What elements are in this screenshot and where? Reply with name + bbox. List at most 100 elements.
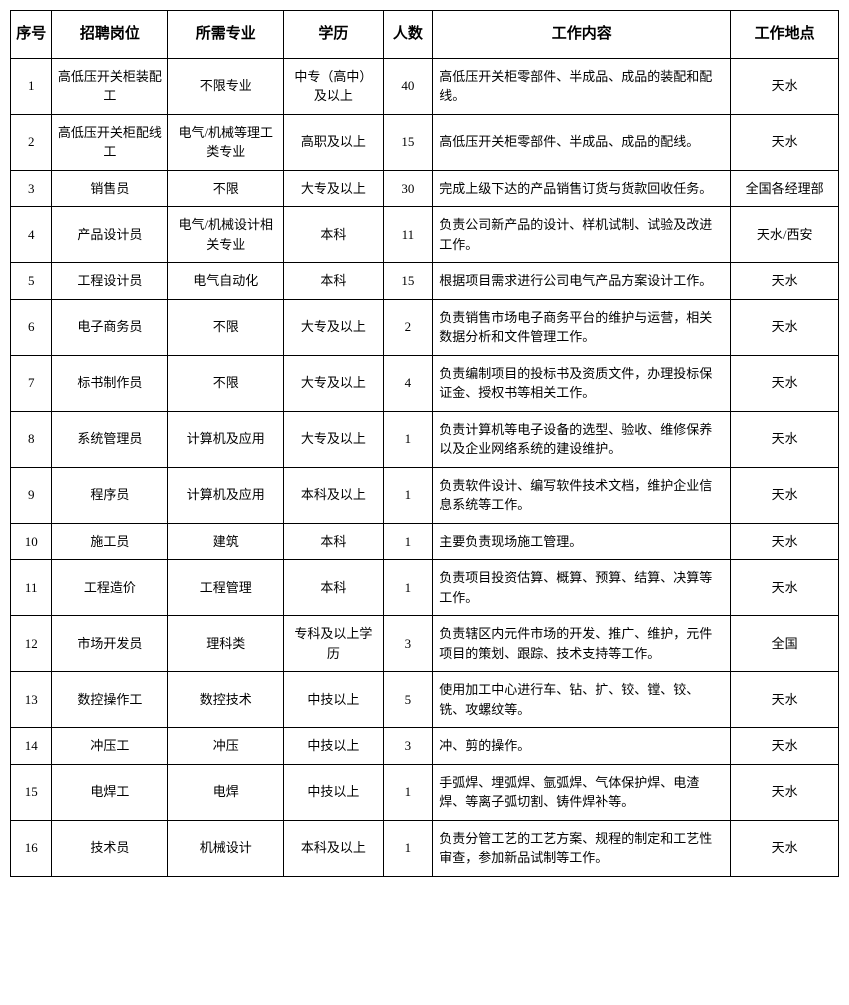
cell-education: 本科 [284,560,383,616]
cell-education: 高职及以上 [284,114,383,170]
header-index: 序号 [11,11,52,59]
cell-major: 数控技术 [168,672,284,728]
cell-position: 系统管理员 [52,411,168,467]
cell-count: 2 [383,299,433,355]
cell-content: 完成上级下达的产品销售订货与货款回收任务。 [433,170,731,207]
cell-count: 15 [383,114,433,170]
cell-education: 本科 [284,263,383,300]
cell-index: 12 [11,616,52,672]
table-body: 1高低压开关柜装配工不限专业中专（高中）及以上40高低压开关柜零部件、半成品、成… [11,58,839,876]
cell-location: 天水 [731,114,839,170]
cell-major: 电气自动化 [168,263,284,300]
cell-position: 施工员 [52,523,168,560]
cell-major: 计算机及应用 [168,411,284,467]
cell-major: 电焊 [168,764,284,820]
cell-position: 高低压开关柜装配工 [52,58,168,114]
cell-content: 使用加工中心进行车、钻、扩、铰、镗、铰、铣、攻螺纹等。 [433,672,731,728]
cell-location: 天水 [731,728,839,765]
cell-position: 工程设计员 [52,263,168,300]
cell-content: 负责销售市场电子商务平台的维护与运营，相关数据分析和文件管理工作。 [433,299,731,355]
cell-index: 4 [11,207,52,263]
cell-education: 中技以上 [284,764,383,820]
header-location: 工作地点 [731,11,839,59]
cell-location: 全国 [731,616,839,672]
cell-index: 11 [11,560,52,616]
cell-count: 15 [383,263,433,300]
cell-education: 大专及以上 [284,170,383,207]
cell-count: 4 [383,355,433,411]
table-row: 6电子商务员不限大专及以上2负责销售市场电子商务平台的维护与运营，相关数据分析和… [11,299,839,355]
table-row: 11工程造价工程管理本科1负责项目投资估算、概算、预算、结算、决算等工作。天水 [11,560,839,616]
cell-count: 3 [383,616,433,672]
cell-index: 9 [11,467,52,523]
cell-location: 天水 [731,672,839,728]
cell-content: 冲、剪的操作。 [433,728,731,765]
table-row: 13数控操作工数控技术中技以上5使用加工中心进行车、钻、扩、铰、镗、铰、铣、攻螺… [11,672,839,728]
header-major: 所需专业 [168,11,284,59]
cell-location: 天水 [731,58,839,114]
cell-major: 不限 [168,355,284,411]
cell-education: 中专（高中）及以上 [284,58,383,114]
table-row: 12市场开发员理科类专科及以上学历3负责辖区内元件市场的开发、推广、维护，元件项… [11,616,839,672]
header-position: 招聘岗位 [52,11,168,59]
cell-content: 手弧焊、埋弧焊、氩弧焊、气体保护焊、电渣焊、等离子弧切割、铸件焊补等。 [433,764,731,820]
table-row: 2高低压开关柜配线工电气/机械等理工类专业高职及以上15高低压开关柜零部件、半成… [11,114,839,170]
cell-location: 天水 [731,467,839,523]
cell-major: 机械设计 [168,820,284,876]
cell-location: 天水 [731,411,839,467]
cell-position: 电焊工 [52,764,168,820]
cell-location: 天水 [731,523,839,560]
header-education: 学历 [284,11,383,59]
cell-location: 天水 [731,355,839,411]
cell-location: 天水 [731,299,839,355]
recruitment-table: 序号招聘岗位所需专业学历人数工作内容工作地点 1高低压开关柜装配工不限专业中专（… [10,10,839,877]
cell-education: 本科及以上 [284,467,383,523]
table-row: 15电焊工电焊中技以上1手弧焊、埋弧焊、氩弧焊、气体保护焊、电渣焊、等离子弧切割… [11,764,839,820]
table-row: 8系统管理员计算机及应用大专及以上1负责计算机等电子设备的选型、验收、维修保养以… [11,411,839,467]
cell-major: 建筑 [168,523,284,560]
cell-position: 高低压开关柜配线工 [52,114,168,170]
cell-major: 不限 [168,170,284,207]
cell-education: 本科及以上 [284,820,383,876]
header-count: 人数 [383,11,433,59]
cell-major: 电气/机械设计相关专业 [168,207,284,263]
cell-position: 销售员 [52,170,168,207]
cell-content: 负责软件设计、编写软件技术文档，维护企业信息系统等工作。 [433,467,731,523]
cell-index: 16 [11,820,52,876]
cell-count: 1 [383,560,433,616]
cell-content: 高低压开关柜零部件、半成品、成品的装配和配线。 [433,58,731,114]
cell-location: 天水 [731,263,839,300]
cell-position: 工程造价 [52,560,168,616]
cell-index: 10 [11,523,52,560]
cell-position: 产品设计员 [52,207,168,263]
table-row: 4产品设计员电气/机械设计相关专业本科11负责公司新产品的设计、样机试制、试验及… [11,207,839,263]
cell-location: 天水 [731,764,839,820]
cell-count: 40 [383,58,433,114]
cell-content: 负责辖区内元件市场的开发、推广、维护，元件项目的策划、跟踪、技术支持等工作。 [433,616,731,672]
cell-major: 冲压 [168,728,284,765]
cell-position: 技术员 [52,820,168,876]
cell-content: 负责编制项目的投标书及资质文件，办理投标保证金、授权书等相关工作。 [433,355,731,411]
cell-major: 电气/机械等理工类专业 [168,114,284,170]
cell-content: 负责计算机等电子设备的选型、验收、维修保养以及企业网络系统的建设维护。 [433,411,731,467]
cell-major: 不限专业 [168,58,284,114]
cell-content: 负责公司新产品的设计、样机试制、试验及改进工作。 [433,207,731,263]
header-content: 工作内容 [433,11,731,59]
cell-count: 5 [383,672,433,728]
cell-index: 2 [11,114,52,170]
table-row: 14冲压工冲压中技以上3冲、剪的操作。天水 [11,728,839,765]
cell-content: 根据项目需求进行公司电气产品方案设计工作。 [433,263,731,300]
cell-index: 15 [11,764,52,820]
cell-index: 13 [11,672,52,728]
cell-count: 11 [383,207,433,263]
cell-position: 数控操作工 [52,672,168,728]
table-row: 3销售员不限大专及以上30完成上级下达的产品销售订货与货款回收任务。全国各经理部 [11,170,839,207]
cell-education: 中技以上 [284,672,383,728]
cell-index: 1 [11,58,52,114]
table-row: 10施工员建筑本科1主要负责现场施工管理。天水 [11,523,839,560]
cell-count: 3 [383,728,433,765]
cell-major: 工程管理 [168,560,284,616]
cell-major: 计算机及应用 [168,467,284,523]
cell-content: 负责分管工艺的工艺方案、规程的制定和工艺性审查，参加新品试制等工作。 [433,820,731,876]
cell-location: 天水/西安 [731,207,839,263]
